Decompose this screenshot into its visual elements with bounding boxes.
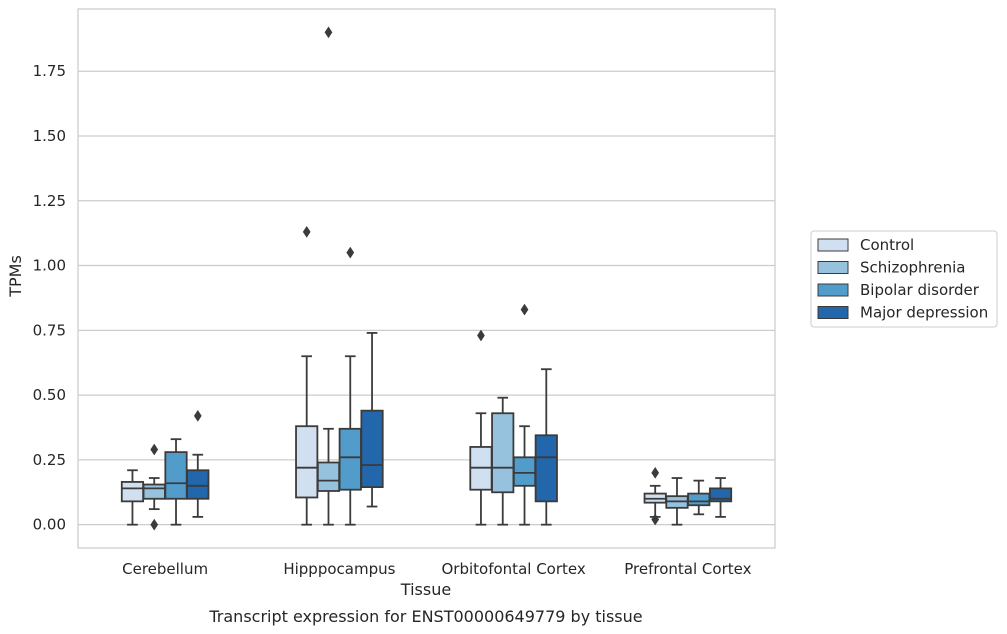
series-group (120, 225, 667, 526)
legend-swatch (817, 261, 849, 274)
box-plot (512, 303, 537, 526)
y-tick-label: 0.75 (33, 321, 66, 339)
iqr-box (295, 425, 319, 499)
y-axis-label: TPMs (6, 255, 25, 298)
y-axis-ticks: 0.00 0.25 0.50 0.75 1.00 1.25 1.50 1.75 (33, 62, 66, 533)
iqr-box (164, 451, 188, 500)
iqr-box (534, 434, 558, 503)
iqr-box (142, 483, 166, 500)
outlier-point (193, 409, 202, 422)
box-plot (316, 26, 341, 526)
box-plot (534, 368, 558, 526)
x-tick-label: Prefrontal Cortex (624, 560, 751, 578)
x-tick-label: Orbitofontal Cortex (442, 560, 586, 578)
iqr-box (316, 461, 341, 492)
y-tick-label: 1.25 (33, 192, 66, 210)
legend-label: Control (860, 236, 914, 254)
series-group (186, 332, 733, 526)
x-tick-label: Cerebellum (122, 560, 208, 578)
box-series (120, 26, 733, 531)
box-plot (142, 443, 166, 531)
box-plot (469, 329, 493, 526)
iqr-box (120, 481, 145, 503)
box-plot (186, 409, 210, 518)
iqr-box (186, 469, 210, 500)
box-plot (338, 246, 362, 526)
y-tick-label: 0.50 (33, 386, 66, 404)
box-plot (360, 332, 384, 508)
iqr-box (687, 492, 711, 507)
outlier-point (477, 329, 485, 342)
box-plot (687, 479, 711, 516)
y-tick-label: 1.75 (33, 62, 66, 80)
iqr-box (491, 412, 515, 494)
legend: Control Schizophrenia Bipolar disorder Majo… (810, 230, 998, 328)
legend-frame (810, 230, 998, 328)
box-plot (665, 477, 689, 526)
x-tick-label: Hipppocampus (283, 560, 395, 578)
outlier-point (302, 225, 311, 238)
iqr-box (512, 456, 537, 487)
legend-label: Bipolar disorder (860, 281, 980, 299)
plot-area-frame (77, 8, 776, 549)
box-plot (708, 477, 733, 518)
outlier-point (651, 513, 660, 526)
gridlines (78, 70, 775, 526)
box-plot (164, 438, 188, 526)
iqr-box (360, 409, 384, 489)
series-group (164, 246, 711, 526)
y-tick-label: 0.25 (33, 451, 66, 469)
x-axis-ticks: Cerebellum Hipppocampus Orbitofontal Corte… (122, 560, 751, 578)
y-tick-label: 1.50 (33, 127, 66, 145)
box-plot (295, 225, 319, 526)
x-axis-label: Tissue (400, 580, 451, 599)
outlier-point (346, 246, 355, 259)
legend-swatch (817, 238, 849, 252)
iqr-box (338, 427, 362, 491)
outlier-point (520, 303, 529, 316)
box-plot (643, 466, 667, 526)
legend-swatch (817, 306, 849, 319)
outlier-point (651, 466, 660, 479)
series-group (142, 26, 689, 531)
outlier-point (150, 443, 159, 456)
outlier-point (150, 518, 159, 531)
y-tick-label: 1.00 (33, 257, 66, 275)
outlier-point (324, 26, 333, 39)
legend-swatch (817, 283, 849, 297)
box-plot (120, 469, 145, 526)
legend-label: Major depression (860, 304, 988, 322)
chart-caption: Transcript expression for ENST0000064977… (208, 607, 642, 626)
box-plot (491, 396, 515, 526)
legend-label: Schizophrenia (860, 259, 965, 277)
y-tick-label: 0.00 (33, 516, 66, 534)
